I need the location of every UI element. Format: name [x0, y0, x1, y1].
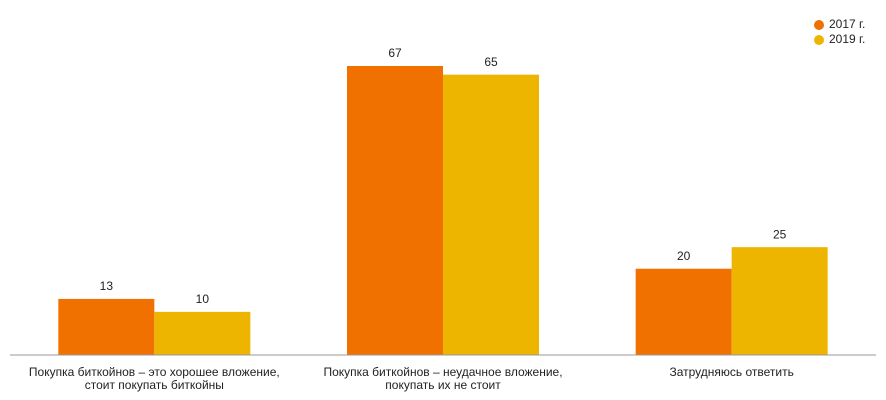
bar: [58, 298, 155, 355]
bar: [154, 311, 251, 355]
bar: [347, 66, 443, 355]
data-label: 20: [677, 249, 691, 263]
legend-label: 2017 г.: [829, 17, 865, 31]
data-label: 65: [484, 55, 498, 69]
bar: [731, 247, 828, 355]
bar: [635, 268, 732, 355]
data-label: 67: [388, 46, 402, 60]
data-label: 13: [100, 279, 114, 293]
x-tick-label: Покупка биткойнов – это хорошее вложение…: [28, 365, 280, 392]
legend-marker: [814, 35, 824, 45]
x-tick-label: Затрудняюсь ответить: [669, 365, 794, 379]
data-label: 10: [196, 292, 210, 306]
data-label: 25: [773, 227, 787, 241]
bar: [443, 74, 539, 356]
x-tick-label: Покупка биткойнов – неудачное вложение, …: [323, 365, 563, 392]
legend-label: 2019 г.: [829, 32, 865, 46]
legend-marker: [814, 20, 824, 30]
